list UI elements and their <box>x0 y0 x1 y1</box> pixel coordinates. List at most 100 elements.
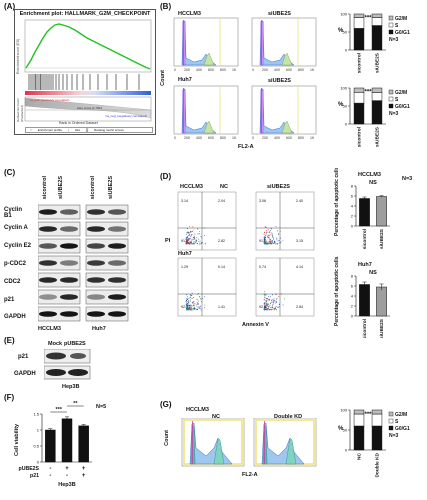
y-tick-label: 100 <box>340 12 347 17</box>
scatter-dot <box>272 294 273 296</box>
scatter-dot <box>185 236 187 238</box>
scatter-dot <box>263 233 265 235</box>
scatter-dot <box>267 231 269 233</box>
blot-band <box>39 294 57 300</box>
scatter-dot <box>189 308 191 310</box>
scatter-dot <box>276 237 278 239</box>
scatter-dot <box>270 238 272 240</box>
scatter-dot <box>189 234 191 236</box>
blot-box-left <box>38 289 81 305</box>
y-axis-label: % <box>338 102 344 108</box>
scatter-dot <box>267 242 269 244</box>
blot-band <box>108 226 126 232</box>
scatter-dot <box>198 300 200 302</box>
svg-text:400: 400 <box>274 68 280 72</box>
bar-1 <box>376 286 387 317</box>
row-value: + <box>82 473 86 479</box>
scatter-dot <box>271 300 273 302</box>
scatter-dot <box>190 296 192 298</box>
blot-band <box>39 260 57 266</box>
scatter-dot <box>185 302 187 304</box>
scatter-dot <box>198 293 200 294</box>
enrichment-profile-line <box>25 23 151 70</box>
scatter-dot <box>264 299 266 301</box>
bar-S-1 <box>371 92 383 101</box>
c-lane-1: sicontrol <box>42 176 48 200</box>
scatter-dot <box>264 231 266 233</box>
b-cellline-2: Huh7 <box>178 77 192 83</box>
scatter-dot <box>188 239 190 241</box>
scatter-dot <box>186 307 188 309</box>
scatter-dot <box>278 303 280 305</box>
legend-swatch <box>388 29 394 35</box>
d-cellline-1: HCCLM3 <box>180 184 203 190</box>
scatter-dot <box>267 304 269 305</box>
quadrant-lr: 2.84 <box>296 305 303 309</box>
blot-band <box>87 277 105 283</box>
scatter-dot <box>190 306 192 308</box>
significance-label: NS <box>369 180 377 186</box>
significance-label: NS <box>369 270 377 276</box>
x-tick-label: sicontrol <box>357 127 363 147</box>
scatter-dot <box>264 295 266 297</box>
y-tick-label: 0 <box>345 48 348 53</box>
bar-G0G1-0 <box>353 102 365 125</box>
g-cellline: HCCLM3 <box>186 407 209 413</box>
legend-label: G2/M <box>395 90 407 96</box>
scatter-dot <box>263 306 265 308</box>
n-label: N=3 <box>402 176 412 182</box>
scatter-dot <box>278 306 280 308</box>
scatter-dot <box>277 243 279 244</box>
scatter-dot <box>196 302 198 304</box>
bar-1 <box>376 196 387 227</box>
scatter-dot <box>267 235 269 237</box>
svg-text:1K: 1K <box>232 68 237 72</box>
y-axis-label: % <box>338 28 344 34</box>
scatter-dot <box>273 238 274 240</box>
scatter-dot <box>271 301 273 303</box>
scatter-dot <box>271 242 273 244</box>
scatter-dot <box>271 309 272 311</box>
gsea-annotation-pos: 'na_pos' (positively correlated) <box>29 98 70 102</box>
scatter-dot <box>199 243 200 245</box>
quadrant-ul: 1.29 <box>181 265 188 269</box>
scatter-dot <box>274 299 276 301</box>
scatter-dot <box>188 237 190 239</box>
scatter-dot <box>190 235 192 237</box>
bar-G2M-1 <box>371 13 383 18</box>
scatter-dot <box>266 305 268 307</box>
scatter-dot <box>199 240 201 242</box>
scatter-dot <box>199 233 201 235</box>
bar-G2M-1 <box>371 409 383 415</box>
scatter-dot <box>192 297 194 298</box>
blot-box-left <box>38 204 81 220</box>
scatter-dot <box>282 239 284 241</box>
scatter-dot <box>185 242 187 244</box>
blot-band <box>87 294 105 300</box>
significance-label: *** <box>364 89 372 95</box>
n-label: N=3 <box>389 433 399 439</box>
scatter-dot <box>193 308 195 310</box>
blot-band <box>60 260 78 266</box>
scatter-dot <box>278 234 279 235</box>
blot-box-left <box>38 238 81 254</box>
b-cellline-1: HCCLM3 <box>178 11 201 17</box>
bar-G2M-1 <box>371 87 383 93</box>
legend-label: G2/M <box>395 412 407 418</box>
scatter-dot <box>194 241 196 243</box>
scatter-dot <box>192 303 194 305</box>
scatter-dot <box>264 297 266 299</box>
gsea-legend-hits: Hits <box>74 128 80 132</box>
x-tick-label: sicontrol <box>362 229 368 249</box>
scatter-dot <box>264 305 266 306</box>
c-lane-labels: sicontrol siUBE2S sicontrol siUBE2S <box>40 176 140 204</box>
scatter-dot <box>189 299 191 301</box>
histo-g2-peak <box>285 437 297 465</box>
scatter-dot <box>276 238 278 240</box>
scatter-dot <box>270 240 272 242</box>
scatter-dot <box>270 240 272 242</box>
bar-S-1 <box>371 17 383 26</box>
scatter-dot <box>266 308 268 309</box>
